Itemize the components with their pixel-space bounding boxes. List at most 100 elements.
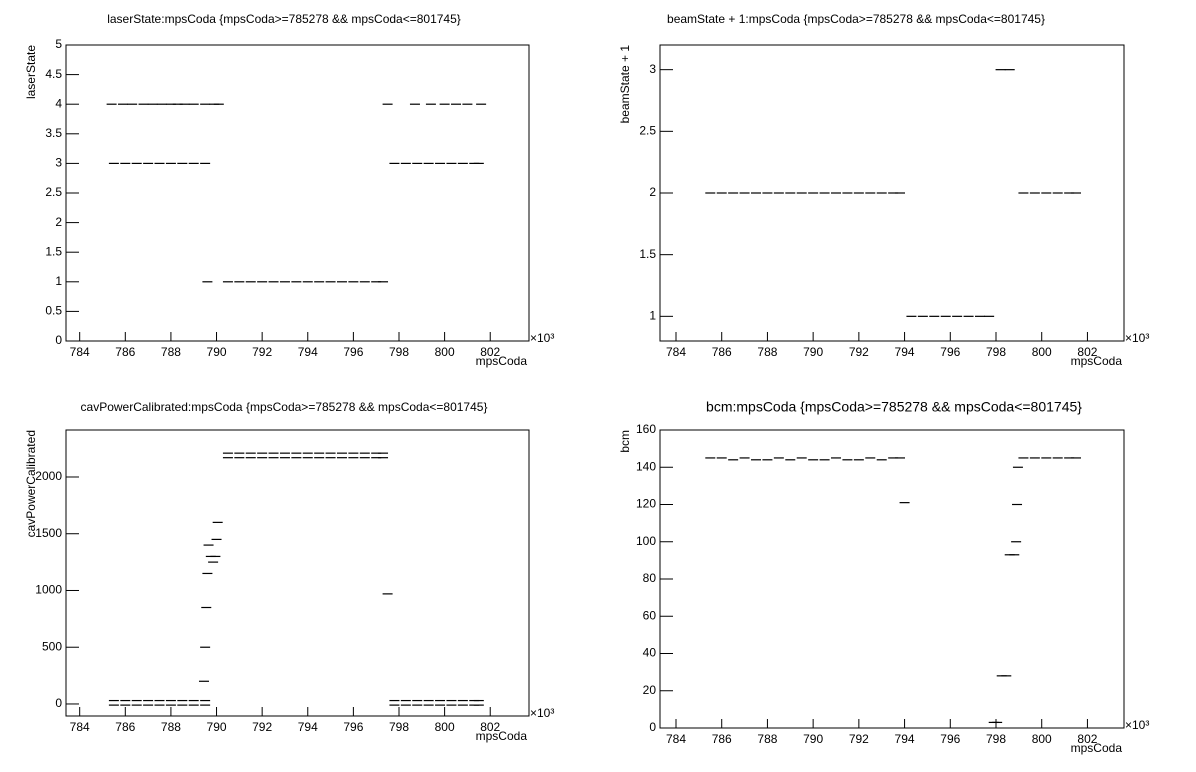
point xyxy=(147,103,158,105)
x-tick-label: 794 xyxy=(298,720,318,734)
chart-title: laserState:mpsCoda {mpsCoda>=785278 && m… xyxy=(107,12,461,26)
point xyxy=(154,699,165,702)
x-tick-label: 802 xyxy=(480,345,500,359)
point xyxy=(716,192,727,194)
point xyxy=(739,457,750,459)
point xyxy=(412,704,423,706)
y-tick-label: 1000 xyxy=(35,583,62,597)
x-tick-label: 792 xyxy=(849,732,869,746)
point xyxy=(1052,192,1063,194)
point xyxy=(975,315,985,317)
x-tick-label: 790 xyxy=(803,732,823,746)
point xyxy=(439,103,450,105)
point xyxy=(423,699,434,702)
point xyxy=(446,162,457,164)
point xyxy=(154,162,165,164)
point xyxy=(785,192,796,194)
point xyxy=(268,452,279,454)
point xyxy=(409,103,420,105)
point xyxy=(200,646,211,648)
point xyxy=(245,452,256,454)
point xyxy=(389,699,400,702)
point xyxy=(200,103,211,105)
point xyxy=(208,561,219,563)
point xyxy=(325,281,336,283)
point xyxy=(425,103,436,105)
point xyxy=(389,162,400,164)
point xyxy=(336,452,347,454)
x-tick-label: 784 xyxy=(666,732,686,746)
point xyxy=(378,457,389,459)
x-tick-label: 798 xyxy=(389,345,409,359)
point xyxy=(819,459,830,461)
x-multiplier: ×10³ xyxy=(530,706,554,720)
point xyxy=(234,452,245,454)
point xyxy=(234,281,245,283)
x-tick-label: 790 xyxy=(207,345,227,359)
point xyxy=(1012,466,1023,468)
x-tick-label: 792 xyxy=(252,720,272,734)
point xyxy=(143,704,154,706)
y-tick-label: 2.5 xyxy=(639,124,656,138)
point xyxy=(400,699,411,702)
point xyxy=(245,281,256,283)
x-tick-label: 802 xyxy=(1077,732,1097,746)
point xyxy=(120,162,131,164)
chart-title: cavPowerCalibrated:mpsCoda {mpsCoda>=785… xyxy=(81,400,488,414)
point xyxy=(245,457,256,459)
chart-title: bcm:mpsCoda {mpsCoda>=785278 && mpsCoda<… xyxy=(706,399,1082,415)
point xyxy=(257,452,268,454)
point xyxy=(888,457,899,459)
point xyxy=(202,572,213,575)
point xyxy=(917,315,928,317)
point xyxy=(773,192,784,194)
y-tick-label: 2000 xyxy=(35,469,62,483)
point xyxy=(952,315,963,317)
y-tick-label: 60 xyxy=(643,608,657,622)
x-tick-label: 786 xyxy=(115,720,135,734)
point xyxy=(198,680,209,682)
point xyxy=(336,457,347,459)
point xyxy=(842,459,853,461)
point xyxy=(257,457,268,459)
x-tick-label: 788 xyxy=(757,732,777,746)
point xyxy=(457,704,468,706)
point xyxy=(257,281,268,283)
point xyxy=(389,704,400,706)
point xyxy=(853,192,864,194)
point xyxy=(177,704,188,706)
point xyxy=(995,69,1006,71)
point xyxy=(473,699,484,702)
point xyxy=(773,457,784,459)
y-tick-label: 1.5 xyxy=(639,247,656,261)
plot-frame xyxy=(65,44,530,342)
point xyxy=(120,704,131,706)
point xyxy=(831,192,841,194)
point xyxy=(336,281,347,283)
point xyxy=(808,459,819,461)
point xyxy=(268,281,279,283)
point xyxy=(992,721,1003,724)
point xyxy=(462,103,473,105)
y-tick-label: 2 xyxy=(55,215,62,229)
y-tick-label: 3 xyxy=(649,62,656,76)
point xyxy=(906,315,917,317)
point xyxy=(314,452,325,454)
y-tick-label: 5 xyxy=(55,37,62,51)
point xyxy=(728,192,739,194)
x-tick-label: 794 xyxy=(298,345,318,359)
point xyxy=(165,103,176,105)
point xyxy=(762,459,773,461)
x-tick-label: 784 xyxy=(666,345,686,359)
point xyxy=(120,699,131,702)
x-tick-label: 794 xyxy=(895,732,915,746)
point xyxy=(118,103,129,105)
point xyxy=(400,162,411,164)
point xyxy=(268,457,279,459)
point xyxy=(476,103,487,105)
point xyxy=(842,192,853,194)
y-tick-label: 100 xyxy=(636,534,656,548)
x-tick-label: 800 xyxy=(435,345,455,359)
point xyxy=(108,162,119,164)
y-tick-label: 0.5 xyxy=(45,304,62,318)
